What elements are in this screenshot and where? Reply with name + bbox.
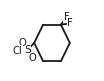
Text: Cl: Cl [13,46,22,56]
Text: F: F [67,18,73,29]
Text: F: F [64,12,69,22]
Text: S: S [24,45,31,55]
Text: O: O [18,38,26,48]
Text: O: O [29,53,36,63]
